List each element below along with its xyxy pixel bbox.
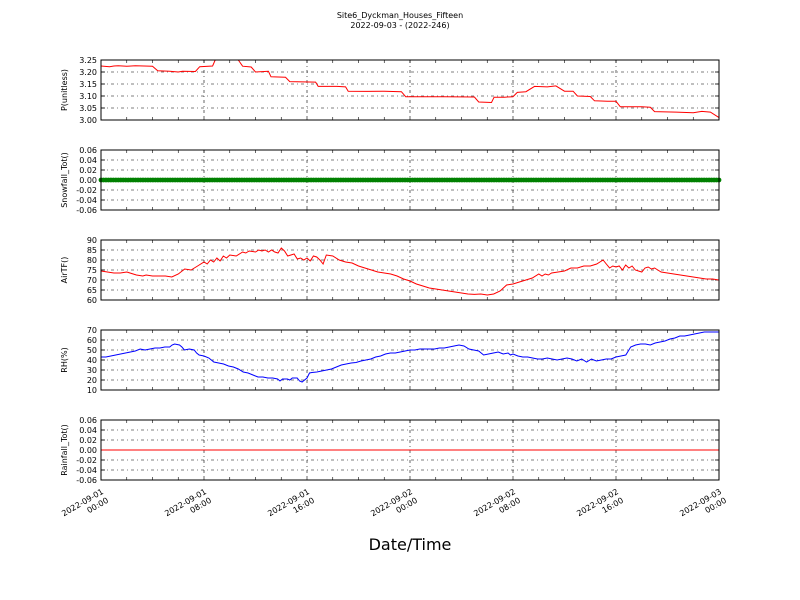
y-tick-label: 0.02 xyxy=(79,436,97,445)
y-tick-label: 85 xyxy=(87,246,97,255)
y-tick-label: -0.06 xyxy=(76,476,97,485)
x-axis-label: Date/Time xyxy=(369,535,452,554)
y-tick-label: 65 xyxy=(87,286,97,295)
panel-1: 3.25 3.20 3.15 3.10 3.05 3.00 P(unitless) xyxy=(60,56,720,125)
y-axis-label: P(unitless) xyxy=(60,69,69,111)
y-axis-label: RH(%) xyxy=(60,347,69,372)
y-tick-label: 3.20 xyxy=(79,68,97,77)
y-tick-label: -0.02 xyxy=(76,456,97,465)
plot-frame xyxy=(100,239,720,301)
panel-5: 0.060.040.020.00-0.02-0.04-0.06 Rainfall_… xyxy=(60,416,720,485)
y-tick-label: 90 xyxy=(87,236,97,245)
plot-frame xyxy=(100,59,720,121)
y-tick-label: 0.00 xyxy=(79,446,97,455)
y-tick-label: 3.00 xyxy=(79,116,97,125)
plot-frame xyxy=(100,149,720,211)
series-line-4 xyxy=(101,331,719,383)
y-tick-label: 70 xyxy=(87,326,97,335)
y-tick-label: 3.10 xyxy=(79,92,97,101)
y-axis-label: Rainfall_Tot() xyxy=(60,424,69,476)
y-tick-label: 40 xyxy=(87,356,97,365)
panels: 3.253.203.153.103.053.00P(unitless)0.060… xyxy=(60,56,728,518)
y-tick-label: 3.05 xyxy=(79,104,97,113)
y-tick-label: -0.04 xyxy=(76,466,97,475)
y-tick-label: 0.04 xyxy=(79,426,97,435)
y-tick-label: -0.06 xyxy=(76,206,97,215)
y-tick-label: 20 xyxy=(87,376,97,385)
chart-subtitle: 2022-09-03 - (2022-246) xyxy=(350,21,449,30)
plot-frame xyxy=(100,329,720,391)
series-line-1 xyxy=(100,59,720,119)
y-tick-label: 70 xyxy=(87,276,97,285)
y-tick-label: 60 xyxy=(87,336,97,345)
y-axis-label: AirTF() xyxy=(60,257,69,284)
y-axis-label: Snowfall_Tot() xyxy=(60,152,69,208)
y-tick-label: 75 xyxy=(87,266,97,275)
y-tick-label: -0.02 xyxy=(76,186,97,195)
y-tick-label: 3.25 xyxy=(79,56,97,65)
series-line-3 xyxy=(100,247,720,296)
chart-title: Site6_Dyckman_Houses_Fifteen xyxy=(337,11,463,20)
y-tick-label: 0.06 xyxy=(79,146,97,155)
y-tick-label: 80 xyxy=(87,256,97,265)
y-tick-label: -0.04 xyxy=(76,196,97,205)
y-tick-label: 30 xyxy=(87,366,97,375)
y-tick-label: 0.02 xyxy=(79,166,97,175)
y-tick-label: 60 xyxy=(87,296,97,305)
y-tick-label: 0.06 xyxy=(79,416,97,425)
panel-2: 0.060.040.020.00-0.02-0.04-0.06 Snowfall_… xyxy=(60,146,722,215)
y-tick-label: 10 xyxy=(87,386,97,395)
y-tick-label: 0.04 xyxy=(79,156,97,165)
y-tick-label: 50 xyxy=(87,346,97,355)
y-tick-label: 3.15 xyxy=(79,80,97,89)
y-tick-label: 0.00 xyxy=(79,176,97,185)
plot-frame xyxy=(100,419,720,481)
